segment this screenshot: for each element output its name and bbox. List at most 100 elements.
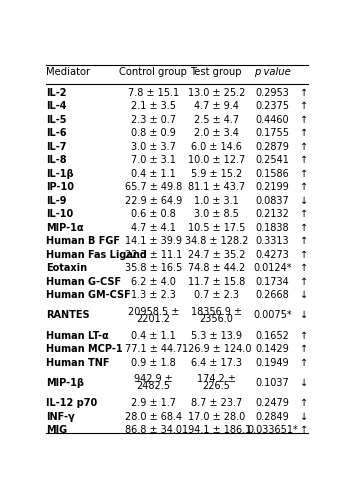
Text: 3.0 ± 8.5: 3.0 ± 8.5 [194,209,239,219]
Text: 0.2953: 0.2953 [255,88,289,98]
Text: 22.9 ± 64.9: 22.9 ± 64.9 [125,196,182,206]
Text: Mediator: Mediator [46,67,90,77]
Text: 126.9 ± 124.0: 126.9 ± 124.0 [181,344,251,354]
Text: 5.9 ± 15.2: 5.9 ± 15.2 [191,169,242,179]
Text: 0.2375: 0.2375 [255,101,289,111]
Text: 28.0 ± 68.4: 28.0 ± 68.4 [125,412,182,422]
Text: ↑: ↑ [300,169,308,179]
Text: ↓: ↓ [300,290,308,300]
Text: 4.7 ± 4.1: 4.7 ± 4.1 [131,223,176,233]
Text: 0.033651*: 0.033651* [247,425,298,435]
Text: INF-γ: INF-γ [46,412,75,422]
Text: 0.4 ± 1.1: 0.4 ± 1.1 [131,169,176,179]
Text: 0.2668: 0.2668 [256,290,289,300]
Text: ↓: ↓ [300,378,308,388]
Text: ↑: ↑ [300,115,308,124]
Text: MIP-1β: MIP-1β [46,378,84,388]
Text: 0.1586: 0.1586 [256,169,289,179]
Text: ↑: ↑ [300,141,308,151]
Text: 4.7 ± 9.4: 4.7 ± 9.4 [194,101,239,111]
Text: IL-9: IL-9 [46,196,66,206]
Text: RANTES: RANTES [46,310,89,320]
Text: ↑: ↑ [300,155,308,165]
Text: 0.2479: 0.2479 [255,398,289,408]
Text: 0.2199: 0.2199 [256,182,289,192]
Text: Human TNF: Human TNF [46,358,109,368]
Text: Human MCP-1: Human MCP-1 [46,344,122,354]
Text: 942.9 ±: 942.9 ± [134,374,173,384]
Text: 7.8 ± 15.1: 7.8 ± 15.1 [128,88,179,98]
Text: 22.3 ± 11.1: 22.3 ± 11.1 [125,249,182,259]
Text: ↑: ↑ [300,425,308,435]
Text: 0.2879: 0.2879 [255,141,289,151]
Text: 14.1 ± 39.9: 14.1 ± 39.9 [125,236,182,246]
Text: Test group: Test group [190,67,242,77]
Text: 0.1734: 0.1734 [256,276,289,287]
Text: 81.1 ± 43.7: 81.1 ± 43.7 [188,182,245,192]
Text: ↑: ↑ [300,358,308,368]
Text: 2.3 ± 0.7: 2.3 ± 0.7 [131,115,176,124]
Text: 2.0 ± 3.4: 2.0 ± 3.4 [194,128,239,138]
Text: 2.5 ± 4.7: 2.5 ± 4.7 [194,115,239,124]
Text: 174.2 ±: 174.2 ± [197,374,236,384]
Text: 0.8 ± 0.9: 0.8 ± 0.9 [131,128,176,138]
Text: 0.9 ± 1.8: 0.9 ± 1.8 [131,358,176,368]
Text: 35.8 ± 16.5: 35.8 ± 16.5 [125,263,182,273]
Text: 194.1 ± 186.1: 194.1 ± 186.1 [181,425,251,435]
Text: ↑: ↑ [300,128,308,138]
Text: 5.3 ± 13.9: 5.3 ± 13.9 [191,331,242,341]
Text: 1.3 ± 2.3: 1.3 ± 2.3 [131,290,176,300]
Text: ↑: ↑ [300,331,308,341]
Text: 2482.5: 2482.5 [136,381,170,391]
Text: ↓: ↓ [300,196,308,206]
Text: 11.7 ± 15.8: 11.7 ± 15.8 [188,276,245,287]
Text: Human B FGF: Human B FGF [46,236,120,246]
Text: 7.0 ± 3.1: 7.0 ± 3.1 [131,155,176,165]
Text: 6.4 ± 17.3: 6.4 ± 17.3 [191,358,242,368]
Text: IL-7: IL-7 [46,141,66,151]
Text: 2.1 ± 3.5: 2.1 ± 3.5 [131,101,176,111]
Text: 34.8 ± 128.2: 34.8 ± 128.2 [185,236,248,246]
Text: IL-8: IL-8 [46,155,67,165]
Text: 65.7 ± 49.8: 65.7 ± 49.8 [125,182,182,192]
Text: 0.1037: 0.1037 [256,378,289,388]
Text: IL-6: IL-6 [46,128,66,138]
Text: 17.0 ± 28.0: 17.0 ± 28.0 [188,412,245,422]
Text: 0.1949: 0.1949 [256,358,289,368]
Text: ↑: ↑ [300,182,308,192]
Text: IP-10: IP-10 [46,182,74,192]
Text: 6.2 ± 4.0: 6.2 ± 4.0 [131,276,176,287]
Text: 0.0124*: 0.0124* [253,263,292,273]
Text: 86.8 ± 34.0: 86.8 ± 34.0 [125,425,182,435]
Text: 77.1 ± 44.7: 77.1 ± 44.7 [125,344,182,354]
Text: ↑: ↑ [300,101,308,111]
Text: 0.1838: 0.1838 [256,223,289,233]
Text: 2356.0: 2356.0 [199,314,233,324]
Text: 6.0 ± 14.6: 6.0 ± 14.6 [191,141,242,151]
Text: ↑: ↑ [300,88,308,98]
Text: ↑: ↑ [300,249,308,259]
Text: 8.7 ± 23.7: 8.7 ± 23.7 [191,398,242,408]
Text: 2.9 ± 1.7: 2.9 ± 1.7 [131,398,176,408]
Text: 226.5: 226.5 [202,381,230,391]
Text: 0.4 ± 1.1: 0.4 ± 1.1 [131,331,176,341]
Text: Human G-CSF: Human G-CSF [46,276,121,287]
Text: ↓: ↓ [300,412,308,422]
Text: 0.2132: 0.2132 [255,209,289,219]
Text: MIG: MIG [46,425,67,435]
Text: IL-10: IL-10 [46,209,73,219]
Text: ↑: ↑ [300,223,308,233]
Text: 2201.2: 2201.2 [136,314,170,324]
Text: ↑: ↑ [300,209,308,219]
Text: 1.0 ± 3.1: 1.0 ± 3.1 [194,196,239,206]
Text: 10.0 ± 12.7: 10.0 ± 12.7 [188,155,245,165]
Text: ↑: ↑ [300,344,308,354]
Text: Control group: Control group [119,67,187,77]
Text: 0.6 ± 0.8: 0.6 ± 0.8 [131,209,176,219]
Text: 0.4460: 0.4460 [256,115,289,124]
Text: 0.4273: 0.4273 [255,249,289,259]
Text: IL-4: IL-4 [46,101,66,111]
Text: 0.2849: 0.2849 [256,412,289,422]
Text: ↓: ↓ [300,310,308,320]
Text: 0.1429: 0.1429 [256,344,289,354]
